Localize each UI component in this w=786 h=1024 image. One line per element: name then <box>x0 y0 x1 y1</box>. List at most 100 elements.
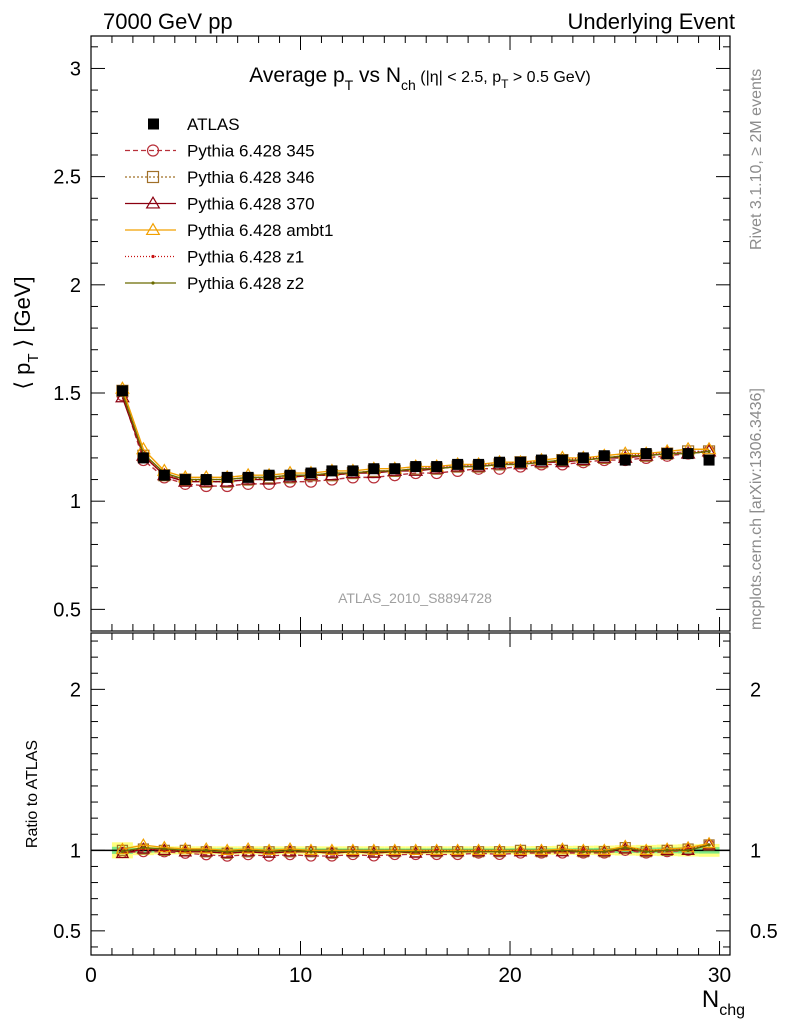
atlas-data-point <box>703 454 715 466</box>
series-marker <box>246 848 250 852</box>
atlas-data-point <box>284 469 296 481</box>
series-marker <box>456 850 460 854</box>
series-marker <box>414 850 418 854</box>
series-marker <box>623 846 627 850</box>
series-marker <box>346 843 360 855</box>
series-marker <box>146 170 160 184</box>
y-tick-label: 1.5 <box>53 383 81 405</box>
series-marker <box>701 441 717 455</box>
series-marker <box>178 841 193 854</box>
x-axis-label: Nchg <box>702 986 745 1019</box>
atlas-data-point <box>200 474 212 486</box>
ratio-ticks <box>90 633 730 955</box>
series-marker <box>351 850 355 854</box>
legend-label: Pythia 6.428 346 <box>187 168 315 187</box>
series-marker <box>220 846 234 858</box>
atlas-data-point <box>305 467 317 479</box>
mcplots-label: mcplots.cern.ch [arXiv:1306.3436] <box>748 388 765 630</box>
series-marker <box>534 843 549 855</box>
energy-label: 7000 GeV pp <box>103 9 233 34</box>
series-marker <box>115 842 130 854</box>
process-label: Underlying Event <box>567 9 735 34</box>
ratio-frame <box>90 632 731 956</box>
series-marker <box>262 846 276 858</box>
x-tick-label: 20 <box>498 964 521 987</box>
series-marker <box>145 222 161 236</box>
series-marker <box>115 846 130 859</box>
series-marker <box>450 843 465 855</box>
atlas-data-point <box>452 458 464 470</box>
series-marker <box>492 843 507 855</box>
series-marker <box>539 850 544 854</box>
atlas-data-point <box>661 448 673 460</box>
rivet-version-label: Rivet 3.1.10, ≥ 2M events <box>748 69 765 250</box>
series-marker <box>497 850 502 854</box>
atlas-data-point <box>137 452 149 464</box>
series-marker <box>707 843 711 847</box>
series-marker <box>141 846 145 850</box>
y-tick-label: 1 <box>70 491 81 513</box>
atlas-data-point <box>326 465 338 477</box>
ratio-line <box>122 844 710 857</box>
ratio-y-tick-label-right: 1 <box>750 840 761 862</box>
series-marker <box>241 841 255 854</box>
atlas-data-point <box>514 456 526 468</box>
series-marker <box>204 848 208 852</box>
series-marker <box>199 841 214 854</box>
series-marker <box>560 848 564 852</box>
atlas-data-point <box>368 463 380 475</box>
atlas-data-point <box>494 456 506 468</box>
atlas-data-point <box>640 448 652 460</box>
main-panel: 0.5 1 1.5 2 2.5 3 Average pT vs Nch (|η| < 2.… <box>10 35 731 632</box>
atlas-data-point <box>116 385 128 397</box>
legend-label: Pythia 6.428 z1 <box>187 248 304 267</box>
series-marker <box>183 848 187 852</box>
series-marker <box>330 850 334 854</box>
x-tick-label: 0 <box>85 964 97 987</box>
series-marker <box>393 850 397 854</box>
series-marker <box>555 842 570 854</box>
series-marker <box>618 839 633 851</box>
y-tick-label: 2.5 <box>53 167 81 189</box>
series-marker <box>262 843 276 855</box>
series-marker <box>267 850 271 854</box>
series-marker <box>576 843 591 855</box>
ratio-y-tick-label-right: 0.5 <box>750 921 778 943</box>
series-marker <box>325 843 339 855</box>
legend-label: Pythia 6.428 z2 <box>187 274 304 293</box>
ratio-panel: 0.5 0.5 1 1 2 2 Ratio to ATLAS 0 10 20 30 Nchg <box>24 632 778 1019</box>
atlas-data-point <box>347 465 359 477</box>
legend-swatch <box>148 118 159 130</box>
atlas-data-point <box>221 471 233 483</box>
series-marker <box>597 843 612 855</box>
series-marker <box>120 849 125 854</box>
series-marker <box>408 843 423 855</box>
atlas-data-point <box>179 474 191 486</box>
series-marker <box>220 843 234 855</box>
x-tick-labels: 0 10 20 30 <box>85 964 731 987</box>
legend-label: ATLAS <box>187 115 240 134</box>
ratio-y-tick-label: 0.5 <box>53 921 81 943</box>
ratio-y-tick-label: 1 <box>70 840 81 862</box>
legend-label: Pythia 6.428 345 <box>187 142 315 161</box>
atlas-data-point <box>619 454 631 466</box>
legend: ATLAS Pythia 6.428 345 Pythia 6.428 346 Pyt… <box>125 115 333 293</box>
y-tick-label: 0.5 <box>53 599 81 621</box>
series-marker <box>151 254 155 259</box>
atlas-data-point <box>535 454 547 466</box>
atlas-data-point <box>431 461 443 473</box>
series-marker <box>660 842 674 854</box>
series-marker <box>162 847 166 851</box>
series-marker <box>288 848 292 852</box>
atlas-data-point <box>682 448 694 460</box>
atlas-data-point <box>158 469 170 481</box>
ratio-y-tick-label: 2 <box>70 679 81 701</box>
series-marker <box>707 449 711 454</box>
atlas-data-point <box>577 452 589 464</box>
series-marker <box>581 850 585 854</box>
y-tick-label: 3 <box>70 58 81 80</box>
atlas-data-point <box>473 458 485 470</box>
series-marker <box>518 850 523 854</box>
ratio-y-axis-label: Ratio to ATLAS <box>24 740 41 848</box>
